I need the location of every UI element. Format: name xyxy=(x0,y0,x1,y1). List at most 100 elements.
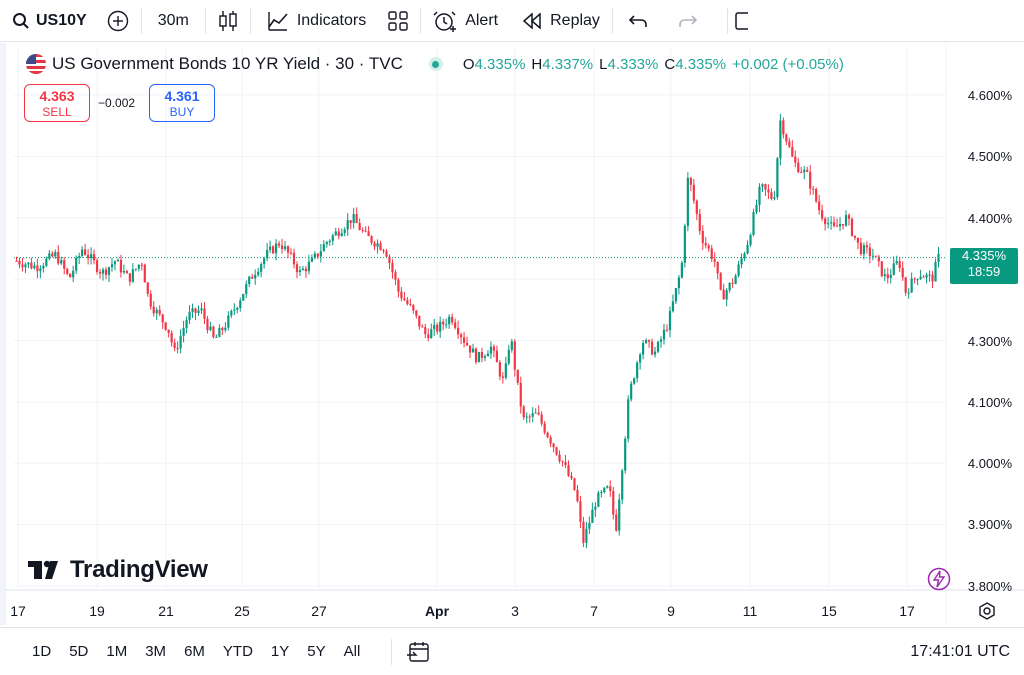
utc-clock[interactable]: 17:41:01 UTC xyxy=(910,642,1010,660)
candle-body xyxy=(221,327,224,331)
candle-body xyxy=(352,214,355,223)
candle-body xyxy=(104,269,108,275)
y-tick-label: 4.300% xyxy=(967,334,1012,349)
candle-body xyxy=(33,265,36,269)
candle-body xyxy=(797,162,800,173)
candle-body xyxy=(400,291,403,299)
candle-body xyxy=(233,309,236,311)
candle-body xyxy=(119,260,123,273)
candle-body xyxy=(552,443,555,448)
ohlc-close: C4.335% xyxy=(664,55,727,73)
candle-body xyxy=(835,225,839,227)
top-toolbar: US10Y 30m Indicators Alert R xyxy=(0,0,1024,42)
candle-body xyxy=(537,412,540,415)
candle-body xyxy=(573,478,576,490)
candle-body xyxy=(280,245,284,250)
candle-body xyxy=(125,271,128,274)
alert-label: Alert xyxy=(465,11,499,29)
undo-button[interactable] xyxy=(613,0,663,42)
range-1d-button[interactable]: 1D xyxy=(32,643,52,660)
candle-body xyxy=(146,282,149,294)
sell-label: SELL xyxy=(42,105,72,119)
candle-body xyxy=(630,383,633,400)
buy-button[interactable]: 4.361 BUY xyxy=(149,84,215,122)
candle-body xyxy=(495,350,498,363)
candle-body xyxy=(164,322,167,330)
range-1y-button[interactable]: 1Y xyxy=(270,643,290,660)
range-5y-button[interactable]: 5Y xyxy=(307,643,326,660)
candle-body xyxy=(919,276,922,279)
candle-body xyxy=(57,252,60,264)
candle-body xyxy=(355,214,358,223)
x-tick-label: 11 xyxy=(742,603,758,619)
indicators-button[interactable]: Indicators xyxy=(251,0,378,42)
candle-body xyxy=(69,273,72,278)
candle-body xyxy=(81,249,84,256)
candle-body xyxy=(719,273,722,290)
alert-button[interactable]: Alert xyxy=(421,0,510,42)
candle-body xyxy=(752,212,755,235)
window-button[interactable] xyxy=(728,0,748,42)
x-tick-label: 17 xyxy=(10,603,26,619)
range-all-button[interactable]: All xyxy=(343,643,361,660)
chart-pane[interactable] xyxy=(0,43,1024,625)
candle-body xyxy=(907,292,910,294)
candle-body xyxy=(844,215,848,226)
candle-body xyxy=(313,253,316,258)
candle-body xyxy=(480,352,484,358)
candle-body xyxy=(862,245,866,255)
candle-body xyxy=(701,230,704,244)
replay-button[interactable]: Replay xyxy=(510,0,612,42)
symbol-title[interactable]: US Government Bonds 10 YR Yield · 30 · T… xyxy=(52,54,403,73)
candle-body xyxy=(850,218,854,236)
candle-body xyxy=(403,298,406,301)
symbol-search-button[interactable]: US10Y xyxy=(0,0,99,42)
candle-body xyxy=(773,197,776,199)
candle-body xyxy=(474,348,478,363)
tradingview-watermark[interactable]: TradingView xyxy=(28,556,208,584)
candle-body xyxy=(671,301,675,312)
candle-body xyxy=(409,303,412,305)
candle-body xyxy=(576,489,579,502)
date-range-button[interactable] xyxy=(391,638,430,665)
candle-body xyxy=(483,356,487,358)
candle-body xyxy=(540,414,543,424)
price-chart[interactable] xyxy=(6,43,1024,625)
candle-body xyxy=(841,224,845,226)
range-1m-button[interactable]: 1M xyxy=(106,643,128,660)
candle-body xyxy=(251,276,254,279)
sell-button[interactable]: 4.363 SELL xyxy=(24,84,90,122)
candle-body xyxy=(859,242,863,255)
range-3m-button[interactable]: 3M xyxy=(145,643,167,660)
candle-body xyxy=(883,274,886,277)
range-5d-button[interactable]: 5D xyxy=(69,643,89,660)
axis-settings-icon[interactable] xyxy=(978,602,996,625)
candle-body xyxy=(913,278,916,280)
candle-body xyxy=(110,264,114,268)
range-6m-button[interactable]: 6M xyxy=(184,643,205,660)
candle-body xyxy=(704,243,707,246)
lightning-icon[interactable] xyxy=(927,567,951,596)
range-ytd-button[interactable]: YTD xyxy=(222,643,253,660)
candle-body xyxy=(421,326,424,328)
candle-body xyxy=(695,200,698,214)
layouts-button[interactable] xyxy=(378,0,420,42)
market-status-icon[interactable] xyxy=(428,57,443,71)
candle-body xyxy=(412,304,415,311)
candle-body xyxy=(436,324,439,332)
candle-body xyxy=(376,243,379,247)
interval-button[interactable]: 30m xyxy=(142,0,205,42)
candle-body xyxy=(758,186,761,205)
candle-body xyxy=(334,231,337,236)
candle-body xyxy=(236,307,239,310)
redo-button[interactable] xyxy=(663,0,713,42)
candle-body xyxy=(528,416,531,418)
candle-body xyxy=(66,268,69,274)
candle-body xyxy=(379,243,382,251)
bar-countdown: 18:59 xyxy=(967,264,1001,279)
chart-type-button[interactable] xyxy=(206,0,250,42)
compare-add-button[interactable] xyxy=(99,0,141,42)
candle-body xyxy=(215,336,218,338)
candle-body xyxy=(21,264,24,268)
symbol-label: US10Y xyxy=(36,11,87,29)
